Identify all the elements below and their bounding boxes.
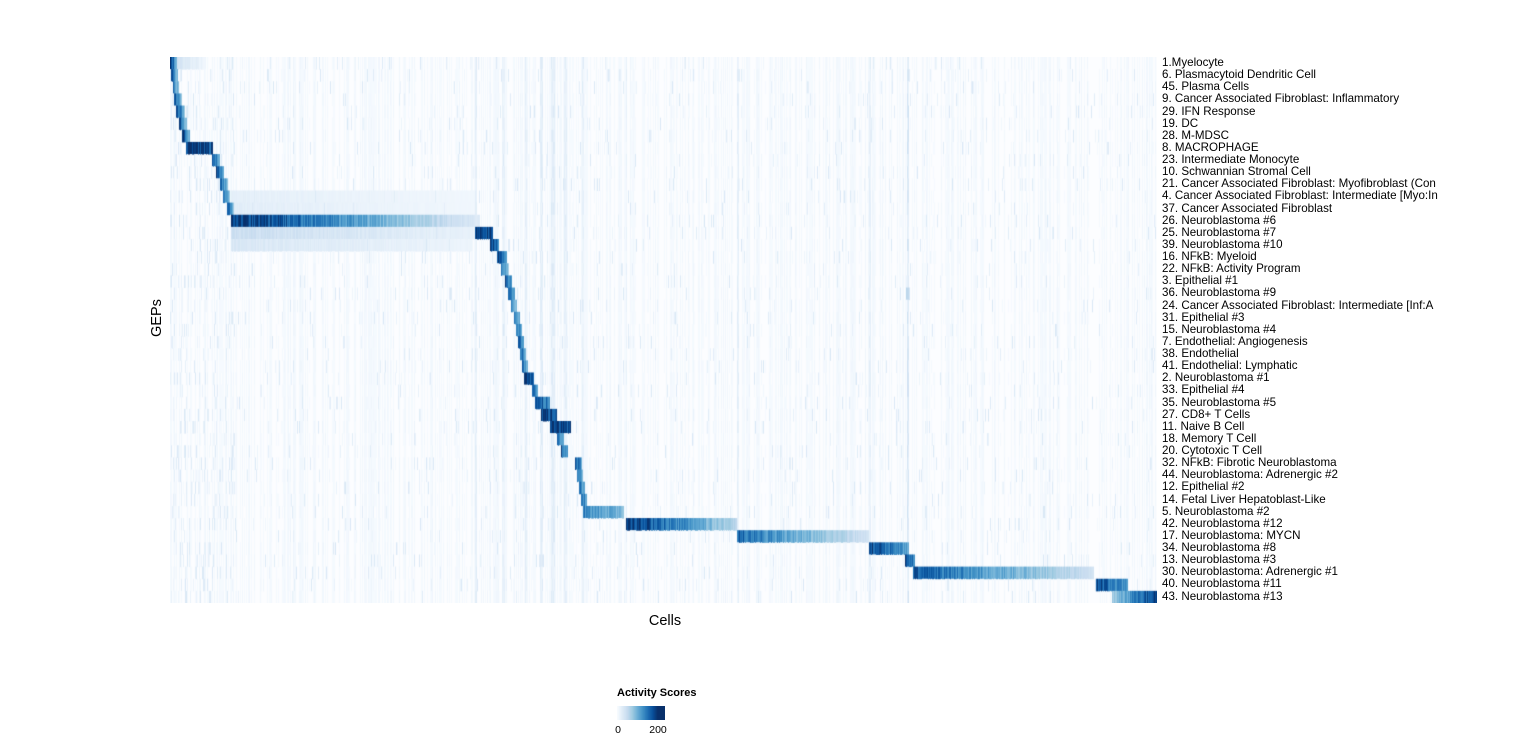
row-label: 15. Neuroblastoma #4	[1162, 322, 1277, 336]
row-label: 36. Neuroblastoma #9	[1162, 286, 1277, 300]
row-label: 5. Neuroblastoma #2	[1162, 504, 1270, 518]
row-label: 33. Epithelial #4	[1162, 383, 1245, 397]
row-label: 6. Plasmacytoid Dendritic Cell	[1162, 68, 1316, 82]
row-label: 29. IFN Response	[1162, 104, 1256, 118]
row-label: 13. Neuroblastoma #3	[1162, 553, 1277, 567]
y-axis-label: GEPs	[149, 299, 165, 337]
row-label: 11. Naive B Cell	[1162, 419, 1245, 433]
row-label: 34. Neuroblastoma #8	[1162, 541, 1277, 554]
row-label: 14. Fetal Liver Hepatoblast-Like	[1162, 492, 1326, 506]
row-labels: 1.Myelocyte 6. Plasmacytoid Dendritic Cel…	[1162, 56, 1540, 603]
row-label: 22. NFkB: Activity Program	[1162, 262, 1301, 276]
row-label: 45. Plasma Cells	[1162, 80, 1249, 94]
row-label: 41. Endothelial: Lymphatic	[1162, 359, 1298, 373]
row-label: 40. Neuroblastoma #11	[1162, 577, 1282, 591]
row-label: 3. Epithelial #1	[1162, 274, 1239, 288]
row-label: 16. NFkB: Myeloid	[1162, 250, 1257, 263]
row-label: 12. Epithelial #2	[1162, 480, 1245, 494]
row-label: 26. Neuroblastoma #6	[1162, 213, 1277, 227]
row-label: 42. Neuroblastoma #12	[1162, 516, 1283, 530]
row-label: 8. MACROPHAGE	[1162, 140, 1259, 154]
row-label: 20. Cytotoxic T Cell	[1162, 444, 1263, 457]
row-label: 25. Neuroblastoma #7	[1162, 225, 1277, 239]
row-label: 2. Neuroblastoma #1	[1162, 371, 1270, 385]
row-label: 37. Cancer Associated Fibroblast	[1162, 201, 1333, 215]
row-label: 32. NFkB: Fibrotic Neuroblastoma	[1162, 456, 1337, 470]
row-label: 17. Neuroblastoma: MYCN	[1162, 528, 1301, 542]
row-label: 38. Endothelial	[1162, 347, 1239, 360]
row-label: 21. Cancer Associated Fibroblast: Myofib…	[1162, 177, 1436, 191]
legend-title: Activity Scores	[617, 687, 697, 699]
row-label: 30. Neuroblastoma: Adrenergic #1	[1162, 565, 1338, 579]
row-label: 43. Neuroblastoma #13	[1162, 589, 1283, 603]
row-label: 7. Endothelial: Angiogenesis	[1162, 334, 1308, 348]
row-label: 18. Memory T Cell	[1162, 431, 1257, 445]
row-label: 1.Myelocyte	[1162, 56, 1224, 69]
row-label: 23. Intermediate Monocyte	[1162, 153, 1300, 166]
legend-tick-max: 200	[649, 724, 667, 736]
row-label: 19. DC	[1162, 116, 1199, 130]
row-label: 35. Neuroblastoma #5	[1162, 395, 1277, 409]
row-label: 44. Neuroblastoma: Adrenergic #2	[1162, 468, 1338, 482]
x-axis-label: Cells	[648, 613, 682, 629]
row-label: 9. Cancer Associated Fibroblast: Inflamm…	[1162, 92, 1400, 106]
row-label: 27. CD8+ T Cells	[1162, 407, 1251, 421]
legend-colorbar	[617, 706, 665, 720]
row-label: 39. Neuroblastoma #10	[1162, 237, 1283, 251]
row-label: 10. Schwannian Stromal Cell	[1162, 165, 1311, 179]
row-label: 28. M-MDSC	[1162, 128, 1229, 142]
row-label: 24. Cancer Associated Fibroblast: Interm…	[1162, 298, 1434, 312]
row-label: 4. Cancer Associated Fibroblast: Interme…	[1162, 189, 1438, 203]
legend-tick-min: 0	[615, 724, 621, 736]
heatmap-canvas	[170, 57, 1157, 603]
row-label: 31. Epithelial #3	[1162, 310, 1245, 324]
